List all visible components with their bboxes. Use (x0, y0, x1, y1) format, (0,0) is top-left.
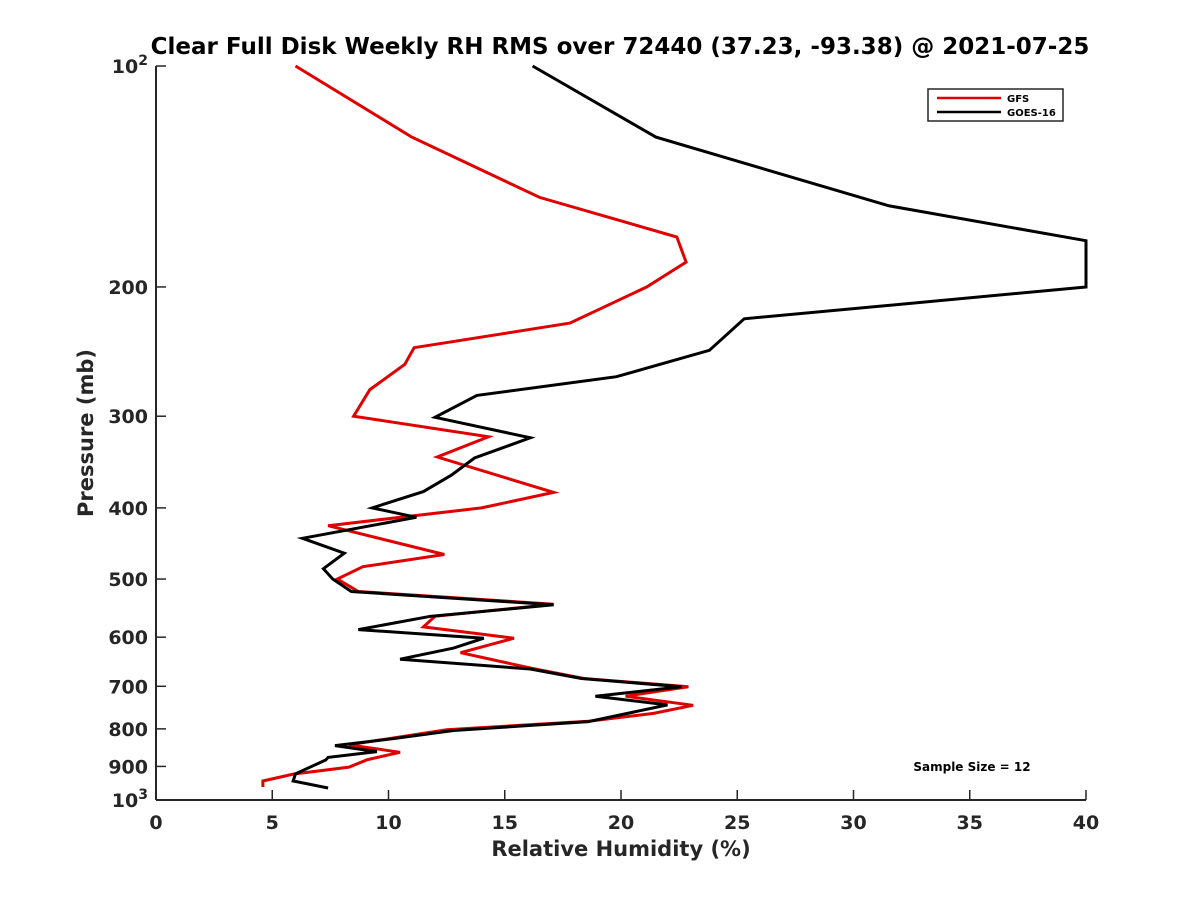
y-tick-label: 400 (108, 498, 148, 520)
y-tick-label: 900 (108, 756, 148, 778)
legend-label: GFS (1007, 94, 1029, 105)
x-tick-label: 40 (1073, 812, 1099, 834)
y-tick-label: 500 (108, 569, 148, 591)
legend-box (927, 88, 1064, 122)
x-tick-label: 25 (724, 812, 750, 834)
x-tick-label: 5 (266, 812, 279, 834)
x-axis-label: Relative Humidity (%) (491, 837, 750, 861)
x-tick-label: 20 (608, 812, 634, 834)
x-tick-label: 10 (375, 812, 401, 834)
x-tick-label: 15 (492, 812, 518, 834)
legend-entries: GFS GOES-16 (937, 94, 1056, 119)
legend-label: GOES-16 (1007, 108, 1056, 119)
y-tick-label-base: 10 (112, 790, 138, 812)
x-tick-label: 0 (149, 812, 162, 834)
sample-size-annotation: Sample Size = 12 (913, 760, 1030, 774)
y-tick-label: 700 (108, 676, 148, 698)
y-tick-label: 103 (112, 787, 148, 812)
x-tick-label: 30 (840, 812, 866, 834)
y-tick-label: 600 (108, 627, 148, 649)
legend: GFS GOES-16 (927, 88, 1064, 122)
y-tick-label: 300 (108, 406, 148, 428)
y-tick-label: 800 (108, 719, 148, 741)
chart-title: Clear Full Disk Weekly RH RMS over 72440… (151, 34, 1090, 60)
y-tick-label-exponent: 3 (138, 787, 148, 803)
y-tick-label: 200 (108, 277, 148, 299)
y-tick-label: 102 (112, 53, 148, 78)
y-tick-label-base: 10 (112, 56, 138, 78)
y-axis-label: Pressure (mb) (74, 349, 98, 517)
x-axis-ticks: 0 5 10 15 20 25 30 35 40 (149, 790, 1099, 834)
x-tick-label: 35 (957, 812, 983, 834)
series-line-goes-16 (291, 64, 1088, 790)
y-tick-label-exponent: 2 (138, 53, 148, 69)
series-layer (261, 64, 1088, 790)
